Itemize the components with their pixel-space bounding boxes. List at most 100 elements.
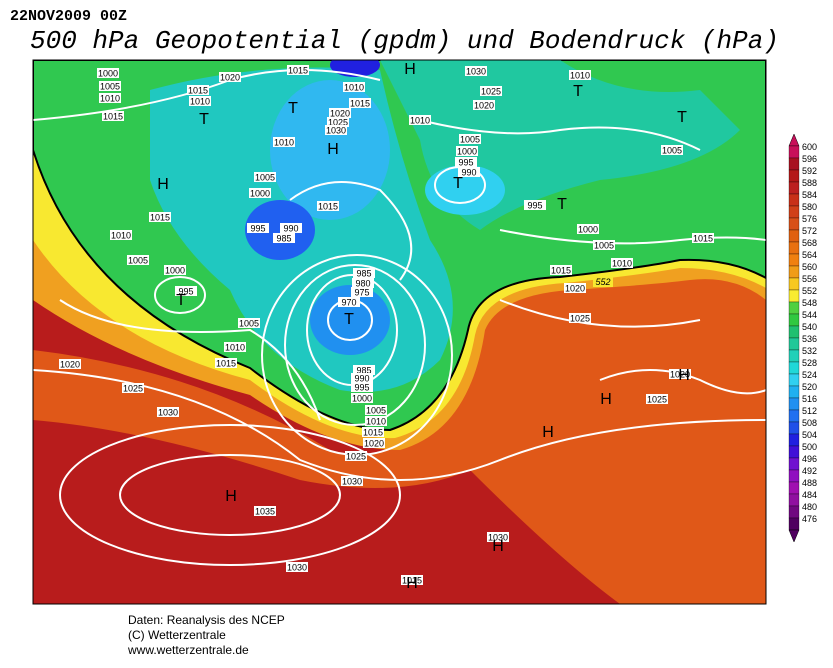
colorbar-label: 528 [802,358,817,368]
colorbar-label: 576 [802,214,817,224]
label-bg [249,188,271,198]
colorbar-cell [788,181,800,195]
label-bg [365,416,387,426]
isobar-label: 1030 [158,408,178,418]
pressure-center: T [453,175,463,192]
isobar-label: 1015 [350,99,370,109]
label-bg [224,342,246,352]
colorbar-cell [788,145,800,159]
label-bg [593,277,613,287]
colorbar-cell [788,373,800,387]
isobar-label: 1015 [188,86,208,96]
colorbar-label: 592 [802,166,817,176]
isobar-label: 980 [355,279,370,289]
label-bg [351,287,373,297]
pressure-center: T [199,111,209,128]
colorbar-cell [788,193,800,207]
isobar-label: 1015 [150,213,170,223]
label-bg [149,212,171,222]
label-bg [362,427,384,437]
colorbar-cell [788,253,800,267]
label-bg [99,81,121,91]
isobar-label: 1000 [578,225,598,235]
isobar-label: 1005 [100,82,120,92]
colorbar-cell [788,409,800,423]
contour-label: 552 [595,277,610,287]
isobar-label: 1000 [457,147,477,157]
isobar-label: 1005 [460,135,480,145]
colorbar-cell [788,397,800,411]
label-bg [254,506,276,516]
label-bg [524,200,546,210]
label-bg [351,393,373,403]
isobar-label: 970 [341,298,356,308]
label-bg [325,125,347,135]
colorbar-cell [788,229,800,243]
label-bg [669,369,691,379]
colorbar-label: 564 [802,250,817,260]
isobar-label: 1000 [165,266,185,276]
isobar-label: 1015 [318,202,338,212]
colorbar-label: 596 [802,154,817,164]
label-bg [338,297,360,307]
label-bg [157,407,179,417]
pressure-center: H [492,538,504,555]
label-bg [238,318,260,328]
colorbar-cell [788,421,800,435]
label-bg [569,313,591,323]
colorbar-label: 488 [802,478,817,488]
colorbar-label: 492 [802,466,817,476]
label-bg [254,172,276,182]
label-bg [409,115,431,125]
label-bg [247,223,269,233]
label-bg [280,223,302,233]
isobar-label: 1020 [565,284,585,294]
isobar-label: 1025 [570,314,590,324]
colorbar-cell [788,265,800,279]
isobar-label: 1010 [410,116,430,126]
pressure-center: T [176,292,186,309]
isobar-label: 1020 [220,73,240,83]
colorbar-label: 600 [802,142,817,152]
colorbar-label: 524 [802,370,817,380]
colorbar-label: 580 [802,202,817,212]
isobar-label: 1005 [128,256,148,266]
colorbar-cell [788,301,800,315]
blue-low [310,285,390,355]
colorbar-cell [788,277,800,291]
label-bg [345,451,367,461]
isobar-label: 1005 [662,146,682,156]
pressure-center: T [677,109,687,126]
isobar-label: 1010 [100,94,120,104]
isobar-label: 1010 [344,83,364,93]
label-bg [550,265,572,275]
label-bg [353,365,375,375]
colorbar-cell [788,505,800,519]
label-bg [353,268,375,278]
label-bg [343,82,365,92]
isobar-label: 1010 [190,97,210,107]
label-bg [661,145,683,155]
isobar-label: 975 [354,288,369,298]
isobar-label: 1030 [488,533,508,543]
label-bg [317,201,339,211]
pressure-center: H [404,61,416,78]
colorbar-cell [788,337,800,351]
colorbar-cell [788,241,800,255]
colorbar-label: 536 [802,334,817,344]
isobar-label: 1030 [287,563,307,573]
pressure-center: H [225,488,237,505]
label-bg [458,167,480,177]
isobar-label: 1000 [352,394,372,404]
label-bg [459,134,481,144]
colorbar-cell [788,157,800,171]
colorbar-cell [788,457,800,471]
isobar-label: 1000 [98,69,118,79]
colorbar-label: 508 [802,418,817,428]
isobar-label: 990 [461,168,476,178]
isobar-label: 995 [354,383,369,393]
isobar-label: 1015 [216,359,236,369]
isobar-label: 985 [356,366,371,376]
label-bg [102,111,124,121]
